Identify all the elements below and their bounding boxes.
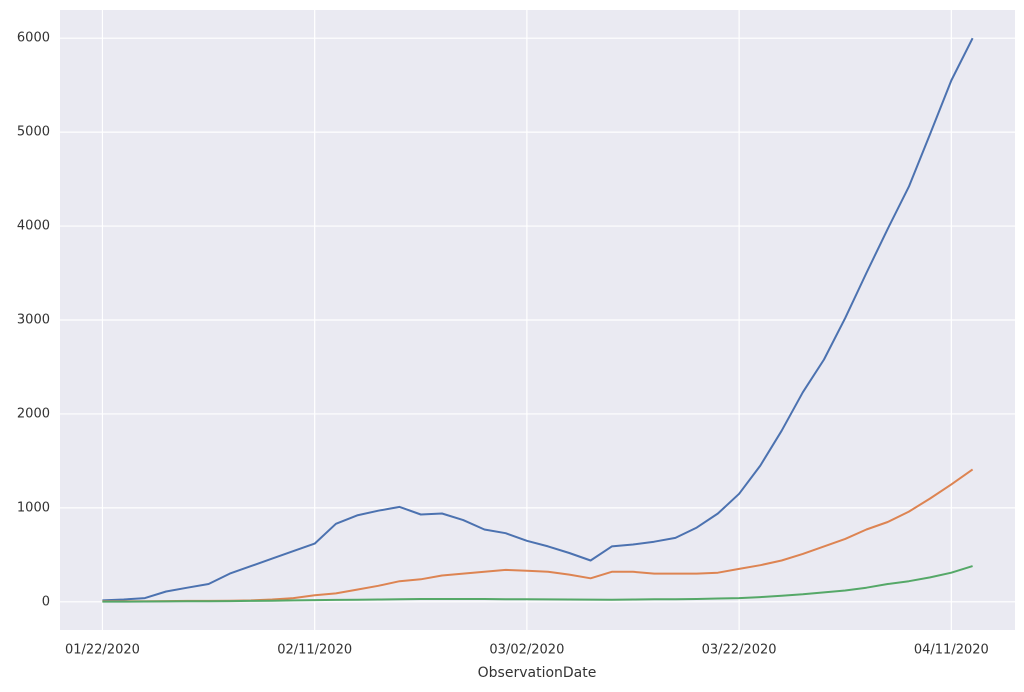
x-axis-label: ObservationDate	[478, 665, 597, 681]
series-line	[102, 565, 973, 603]
y-tick-label: 0	[42, 594, 50, 609]
x-tick-label: 03/02/2020	[489, 643, 564, 658]
x-tick-label: 01/22/2020	[65, 643, 140, 658]
y-tick-label: 3000	[17, 313, 50, 328]
series-line	[102, 37, 974, 602]
y-tick-label: 2000	[17, 406, 50, 421]
y-tick-label: 6000	[17, 31, 50, 46]
x-tick-label: 03/22/2020	[702, 643, 777, 658]
y-tick-label: 1000	[17, 500, 50, 515]
x-tick-label: 02/11/2020	[277, 643, 352, 658]
y-tick-label: 5000	[17, 125, 50, 140]
y-tick-label: 4000	[17, 219, 50, 234]
x-tick-label: 04/11/2020	[914, 643, 989, 658]
